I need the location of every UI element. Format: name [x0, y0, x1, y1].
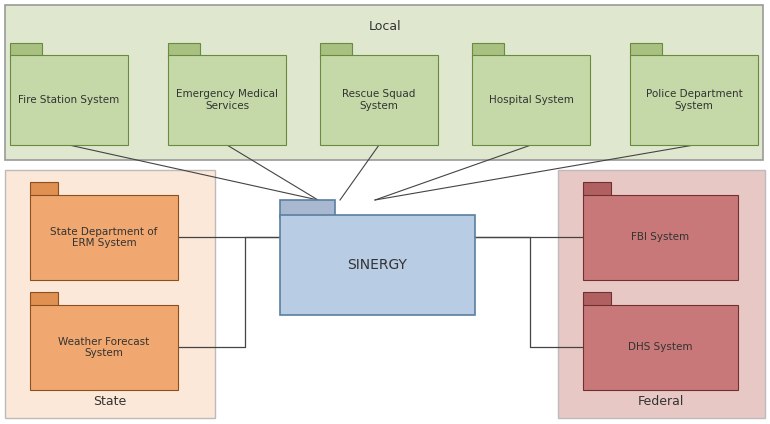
Bar [10, 55, 128, 145]
Bar [583, 305, 738, 390]
Bar [10, 43, 42, 57]
Bar [30, 305, 178, 390]
Text: Weather Forecast
System: Weather Forecast System [59, 337, 149, 358]
Bar [583, 195, 738, 280]
Bar [320, 55, 438, 145]
Text: Federal: Federal [638, 395, 685, 408]
Text: Fire Station System: Fire Station System [18, 95, 119, 105]
Bar [5, 170, 215, 418]
Text: Local: Local [369, 20, 401, 33]
Bar [583, 182, 611, 196]
Text: SINERGY: SINERGY [347, 258, 407, 272]
Text: DHS System: DHS System [628, 343, 693, 352]
Bar [630, 55, 758, 145]
Bar [280, 200, 335, 218]
Bar [583, 292, 611, 306]
Bar [30, 292, 58, 306]
Bar [168, 55, 286, 145]
Bar [320, 43, 352, 57]
Text: State Department of
ERM System: State Department of ERM System [50, 227, 158, 248]
Bar [30, 182, 58, 196]
Bar [630, 43, 662, 57]
Bar [5, 5, 763, 160]
Text: Emergency Medical
Services: Emergency Medical Services [176, 89, 278, 111]
Bar [168, 43, 200, 57]
Text: Rescue Squad
System: Rescue Squad System [343, 89, 416, 111]
Text: Hospital System: Hospital System [488, 95, 574, 105]
Bar [558, 170, 765, 418]
Bar [472, 55, 590, 145]
Text: Police Department
System: Police Department System [645, 89, 742, 111]
Text: State: State [93, 395, 126, 408]
Bar [30, 195, 178, 280]
Text: FBI System: FBI System [631, 232, 690, 243]
Bar [280, 215, 475, 315]
Bar [472, 43, 504, 57]
